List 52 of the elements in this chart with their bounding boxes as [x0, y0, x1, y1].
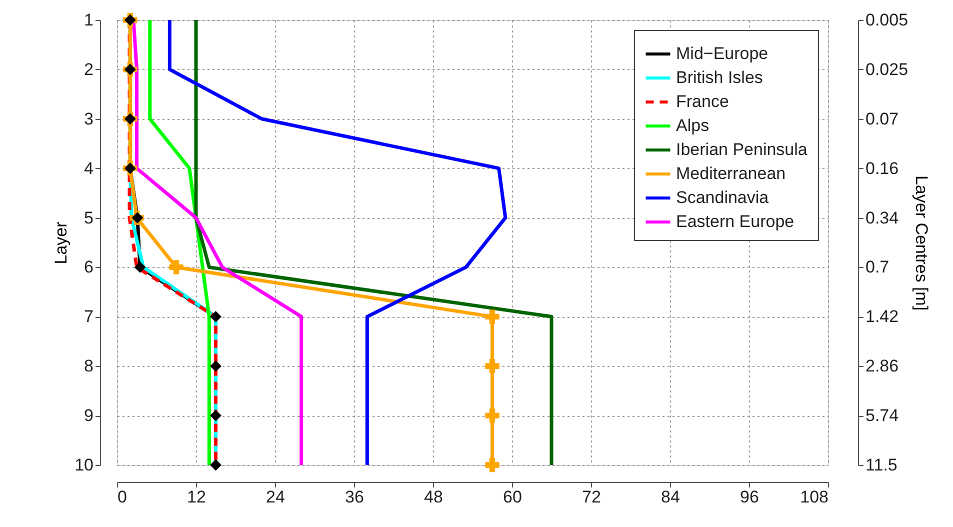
y-axis-title: Layer [52, 221, 71, 264]
category-label: 2.86 [866, 356, 899, 376]
legend-label: Eastern Europe [676, 212, 794, 231]
y-tick-label: 1 [84, 10, 94, 30]
line-series [194, 18, 554, 467]
point [210, 310, 222, 322]
x-tick-label: 72 [582, 488, 601, 506]
x-tick-label: 48 [424, 488, 443, 506]
y-tick-label: 10 [74, 456, 94, 474]
y-tick-label: 3 [84, 109, 94, 128]
category-label: 0.34 [866, 208, 899, 228]
point [169, 260, 184, 274]
x-tick-label: 12 [187, 488, 206, 506]
y-tick-label: 5 [84, 208, 94, 228]
x-tick-label: 24 [266, 488, 285, 506]
point [485, 408, 500, 423]
legend-label: Mid−Europe [676, 44, 768, 63]
y-tick-label: 7 [84, 307, 94, 326]
point [134, 262, 146, 273]
legend-label: France [676, 92, 729, 111]
legend-label: British Isles [676, 68, 763, 87]
y-tick-label: 6 [84, 258, 94, 277]
point [210, 360, 222, 372]
x-tick-label: 84 [661, 488, 680, 506]
y-tick-label: 9 [84, 406, 94, 426]
category-label: 0.16 [866, 158, 899, 178]
legend-label: Mediterranean [676, 164, 786, 183]
point [210, 410, 222, 422]
y2-axis-title: Layer Centres [m] [912, 175, 932, 311]
y-tick-label: 4 [84, 158, 94, 178]
category-label: 0.07 [866, 109, 899, 128]
x-tick-label: 36 [345, 488, 364, 506]
category-label: 0.7 [866, 258, 890, 277]
x-tick-label: 60 [503, 488, 522, 506]
x-tick-label: 96 [740, 488, 759, 506]
category-label: 0.025 [866, 60, 908, 79]
legend-label: Scandinavia [676, 188, 770, 207]
category-label: 0.005 [866, 10, 908, 30]
legend-label: Alps [676, 116, 710, 135]
y-tick-label: 8 [84, 356, 94, 376]
point [485, 359, 500, 374]
category-label: 5.74 [866, 406, 899, 426]
legend-label: Iberian Peninsula [676, 140, 808, 159]
category-label: 11.5 [866, 456, 898, 474]
x-tick-label: 108 [800, 488, 828, 506]
line-series [168, 18, 508, 467]
point [485, 458, 500, 472]
point [210, 459, 222, 471]
x-tick-label: 0 [118, 488, 127, 506]
y-tick-label: 2 [84, 60, 94, 79]
category-label: 1.42 [866, 307, 899, 326]
point [485, 310, 500, 324]
